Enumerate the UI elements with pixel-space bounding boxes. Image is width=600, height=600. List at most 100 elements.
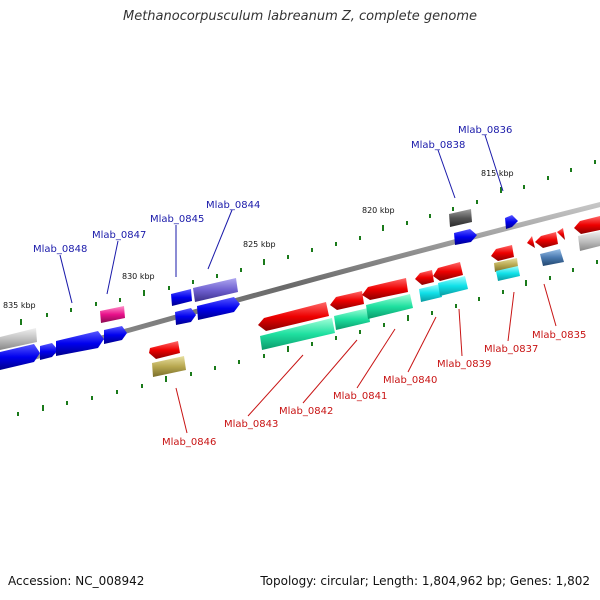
leader-line: [543, 283, 557, 327]
leader-line: [507, 291, 515, 342]
gene-label: Mlab_0843: [224, 419, 278, 430]
gene-label: Mlab_0842: [279, 406, 333, 417]
gene-arrow: [100, 306, 125, 323]
gene-arrow: [0, 328, 37, 350]
gene-arrow: [258, 302, 329, 331]
tick: [20, 319, 22, 325]
tick: [502, 290, 504, 294]
kbp-label: 820 kbp: [362, 206, 395, 215]
tick: [95, 302, 97, 306]
tick: [287, 346, 289, 352]
leader-line: [106, 240, 119, 295]
gene-arrow: [197, 297, 240, 320]
bottom-leader-lines: [175, 283, 557, 434]
tick: [66, 401, 68, 405]
tick: [455, 304, 457, 308]
kbp-label: 830 kbp: [122, 272, 155, 281]
kbp-label: 825 kbp: [243, 240, 276, 249]
tick: [382, 225, 384, 231]
tick: [525, 280, 527, 286]
gene-label: Mlab_0838: [411, 140, 465, 151]
top-leader-lines: [59, 134, 504, 304]
tick: [116, 390, 118, 394]
tick: [523, 185, 525, 189]
tick: [335, 242, 337, 246]
leader-line: [247, 354, 304, 417]
gene-arrow: [362, 278, 408, 300]
gene-arrow: [171, 289, 192, 306]
gene-arrow: [574, 216, 600, 234]
gene-label: Mlab_0839: [437, 359, 491, 370]
tick: [240, 268, 242, 272]
gene-arrow: [494, 258, 518, 272]
leader-line: [356, 328, 396, 389]
leader-line: [207, 209, 233, 270]
gene-arrow: [56, 331, 104, 356]
gene-arrow: [505, 215, 518, 229]
tick: [91, 396, 93, 400]
tick: [594, 160, 596, 164]
inner-tick-track: [17, 260, 598, 416]
gene-arrow: [535, 232, 558, 248]
tick: [311, 248, 313, 252]
leader-line: [175, 387, 188, 434]
tick: [214, 366, 216, 370]
gene-arrow: [557, 228, 565, 240]
kbp-label: 835 kbp: [3, 301, 36, 310]
tick: [287, 255, 289, 259]
tick: [168, 286, 170, 290]
tick: [311, 342, 313, 346]
tick: [429, 214, 431, 218]
tick: [570, 168, 572, 172]
gene-arrow: [415, 270, 434, 285]
gene-label: Mlab_0847: [92, 230, 146, 241]
tick: [407, 315, 409, 321]
gene-arrow: [0, 344, 40, 370]
accession-text: Accession: NC_008942: [8, 574, 145, 588]
topology-text: Topology: circular; Length: 1,804,962 bp…: [260, 574, 590, 588]
tick: [238, 360, 240, 364]
tick: [190, 372, 192, 376]
gene-arrow: [104, 326, 127, 344]
gene-arrow: [149, 341, 180, 359]
outer-tick-track: [20, 160, 596, 325]
tick: [359, 330, 361, 334]
gene-label: Mlab_0844: [206, 200, 260, 211]
gene-arrow: [419, 284, 442, 302]
gene-label: Mlab_0835: [532, 330, 586, 341]
tick: [17, 412, 19, 416]
reverse-strand-genes: [149, 216, 600, 377]
gene-label: Mlab_0848: [33, 244, 87, 255]
gene-label: Mlab_0836: [458, 125, 512, 136]
gene-label: Mlab_0841: [333, 391, 387, 402]
tick: [70, 308, 72, 312]
tick: [192, 280, 194, 284]
gene-arrow: [334, 308, 370, 330]
gene-arrow: [175, 308, 196, 325]
tick: [452, 207, 454, 211]
tick: [478, 297, 480, 301]
gene-arrow: [433, 262, 463, 281]
tick: [119, 298, 121, 302]
gene-arrow: [491, 245, 514, 261]
gene-arrow: [449, 209, 472, 227]
gene-arrow: [260, 318, 335, 350]
leader-line: [302, 339, 358, 404]
tick: [335, 336, 337, 340]
gene-arrow: [152, 356, 186, 377]
tick: [263, 354, 265, 358]
genome-title: Methanocorpusculum labreanum Z, complete…: [123, 9, 477, 24]
tick: [547, 176, 549, 180]
gene-arrow: [193, 278, 238, 302]
leader-line: [484, 134, 504, 192]
tick: [431, 311, 433, 315]
gene-arrow: [540, 249, 564, 266]
gene-arrow: [366, 294, 413, 319]
gene-label: Mlab_0845: [150, 214, 204, 225]
leader-line: [458, 308, 463, 357]
tick: [141, 384, 143, 388]
gene-arrow: [454, 229, 477, 245]
leader-line: [59, 254, 73, 304]
gene-label: Mlab_0846: [162, 437, 216, 448]
